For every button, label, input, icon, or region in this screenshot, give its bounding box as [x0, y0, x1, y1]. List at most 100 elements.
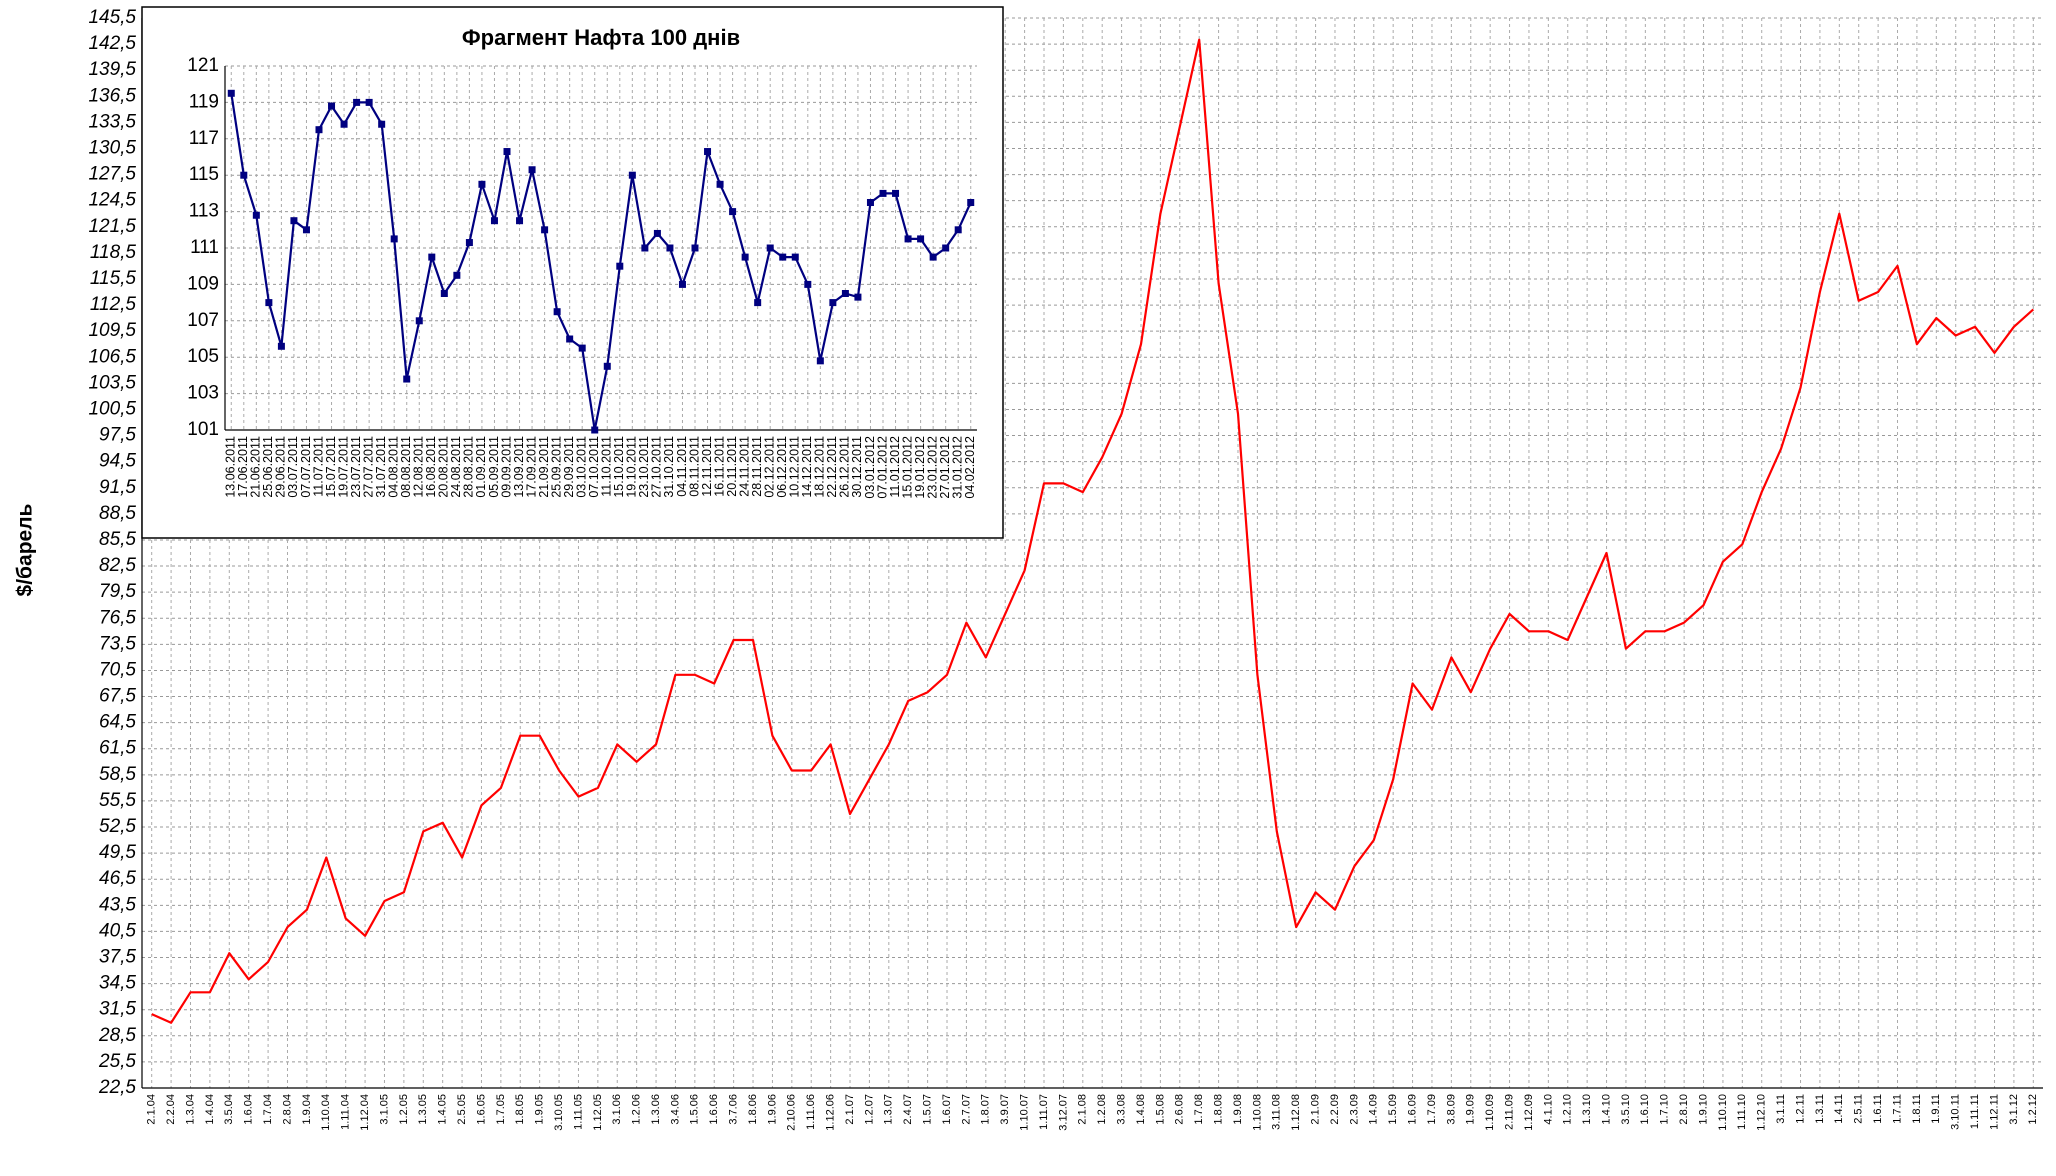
x-tick-label: 31.10.2011	[662, 436, 676, 498]
data-point	[954, 226, 962, 234]
x-tick-label: 1.8.08	[1212, 1094, 1224, 1125]
y-tick-label: 94,5	[99, 451, 136, 472]
x-tick-label: 2.3.09	[1348, 1094, 1360, 1125]
y-tick-label: 58,5	[99, 764, 136, 785]
x-tick-label: 19.01.2012	[913, 436, 927, 499]
x-tick-label: 21.09.2011	[537, 436, 551, 498]
x-tick-label: 3.1.12	[2008, 1094, 2020, 1125]
data-point	[666, 244, 674, 252]
y-tick-label: 40,5	[99, 920, 136, 941]
y-tick-label: 130,5	[88, 138, 136, 159]
x-tick-label: 17.06.2011	[236, 436, 250, 498]
x-tick-label: 03.07.2011	[286, 436, 300, 498]
x-tick-label: 14.12.2011	[800, 436, 814, 498]
x-tick-label: 15.10.2011	[612, 436, 626, 498]
data-point	[227, 89, 235, 97]
x-tick-label: 1.11.11	[1969, 1094, 1981, 1129]
data-point	[942, 244, 950, 252]
x-tick-label: 27.10.2011	[650, 436, 664, 498]
y-tick-label: 70,5	[99, 659, 136, 680]
x-tick-label: 16.08.2011	[424, 436, 438, 498]
x-tick-label: 1.4.04	[204, 1094, 216, 1125]
data-point	[716, 180, 724, 188]
x-tick-label: 4.1.10	[1542, 1094, 1554, 1125]
x-tick-label: 31.01.2012	[950, 436, 964, 499]
x-tick-label: 1.12.10	[1756, 1094, 1768, 1131]
x-tick-label: 2.1.04	[146, 1094, 158, 1125]
data-point	[917, 235, 925, 243]
x-tick-label: 3.7.06	[728, 1094, 740, 1125]
x-tick-label: 24.11.2011	[737, 436, 751, 497]
y-tick-label: 109,5	[88, 320, 136, 341]
x-tick-label: 2.7.07	[960, 1094, 972, 1125]
x-tick-label: 1.11.10	[1736, 1094, 1748, 1130]
x-tick-label: 1.12.09	[1523, 1094, 1535, 1131]
x-tick-label: 1.2.10	[1562, 1094, 1574, 1125]
x-tick-label: 3.1.05	[378, 1094, 390, 1125]
x-tick-label: 2.1.08	[1077, 1094, 1089, 1125]
x-tick-label: 1.6.04	[243, 1094, 255, 1125]
x-tick-label: 1.11.07	[1038, 1094, 1050, 1130]
y-tick-label: 100,5	[88, 398, 136, 419]
x-tick-label: 1.6.10	[1639, 1094, 1651, 1125]
data-point	[566, 335, 574, 343]
y-tick-label: 107	[187, 310, 219, 331]
data-line	[151, 38, 2035, 1024]
x-tick-label: 1.3.11	[1814, 1094, 1826, 1124]
x-tick-label: 1.12.06	[825, 1094, 837, 1131]
x-tick-label: 1.12.04	[359, 1094, 371, 1131]
y-tick-label: 101	[187, 419, 219, 440]
x-tick-label: 3.11.08	[1271, 1094, 1283, 1130]
y-tick-label: 142,5	[88, 33, 136, 54]
x-tick-label: 25.09.2011	[549, 436, 563, 498]
data-point	[340, 120, 348, 128]
x-tick-label: 1.5.07	[922, 1094, 934, 1125]
data-point	[967, 199, 975, 206]
x-tick-label: 3.3.08	[1116, 1094, 1128, 1125]
x-tick-label: 2.5.11	[1853, 1094, 1865, 1124]
x-tick-label: 3.12.07	[1057, 1094, 1069, 1131]
data-point	[252, 211, 260, 219]
x-tick-label: 1.11.04	[340, 1094, 352, 1130]
x-tick-label: 1.10.09	[1484, 1094, 1496, 1131]
data-point	[503, 148, 511, 156]
x-tick-label: 3.1.11	[1775, 1094, 1787, 1124]
x-tick-label: 17.09.2011	[524, 436, 538, 498]
x-tick-label: 3.8.09	[1445, 1094, 1457, 1125]
x-tick-label: 1.9.06	[766, 1094, 778, 1125]
y-tick-label: 145,5	[88, 7, 136, 28]
x-tick-label: 1.4.10	[1600, 1094, 1612, 1125]
y-tick-label: 103	[187, 383, 219, 404]
x-tick-label: 04.02.2012	[963, 436, 977, 499]
data-point	[779, 253, 787, 261]
data-point	[415, 317, 423, 325]
y-tick-label: 139,5	[88, 59, 136, 80]
x-tick-label: 2.2.04	[165, 1094, 177, 1125]
x-tick-label: 22.12.2011	[825, 436, 839, 498]
y-tick-label: 31,5	[99, 999, 136, 1020]
x-tick-label: 1.12.05	[592, 1094, 604, 1131]
data-point	[428, 253, 436, 261]
data-point	[704, 148, 712, 156]
x-tick-label: 1.6.09	[1406, 1094, 1418, 1125]
x-tick-label: 1.12.11	[1988, 1094, 2000, 1130]
data-point	[866, 199, 874, 206]
y-tick-label: 105	[187, 346, 219, 367]
x-tick-label: 1.8.07	[980, 1094, 992, 1125]
y-tick-label: 85,5	[99, 529, 136, 550]
y-tick-label: 76,5	[99, 607, 136, 628]
data-point	[628, 171, 636, 179]
x-tick-label: 1.8.11	[1911, 1094, 1923, 1124]
x-tick-label: 1.7.08	[1193, 1094, 1205, 1125]
x-tick-label: 21.06.2011	[249, 436, 263, 498]
y-tick-label: 109	[187, 273, 219, 294]
y-tick-label: 61,5	[99, 738, 136, 759]
x-tick-label: 12.08.2011	[412, 436, 426, 498]
y-tick-label: 34,5	[99, 973, 136, 994]
x-tick-label: 3.10.11	[1950, 1094, 1962, 1130]
x-tick-label: 1.3.10	[1581, 1094, 1593, 1125]
data-point	[240, 171, 248, 179]
x-tick-label: 1.11.06	[805, 1094, 817, 1130]
x-tick-label: 01.09.2011	[474, 436, 488, 498]
